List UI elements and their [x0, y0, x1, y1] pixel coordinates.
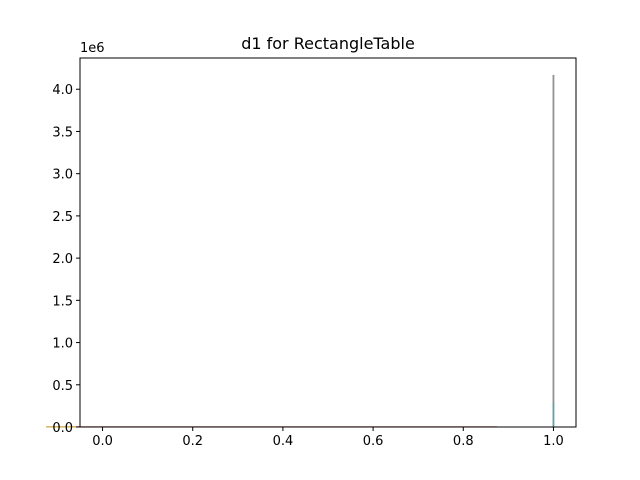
x-tick-label-5: 1.0: [543, 434, 564, 449]
y-tick-label-4: 2.0: [52, 252, 73, 267]
y-tick-label-7: 3.5: [52, 125, 73, 140]
y-offset-label: 1e6: [80, 41, 105, 56]
axes-frame: [79, 57, 577, 428]
y-tick-label-3: 1.5: [52, 294, 73, 309]
y-tick-label-2: 1.0: [52, 337, 73, 352]
x-tick-label-1: 0.2: [182, 434, 203, 449]
x-tick-label-2: 0.4: [273, 434, 294, 449]
x-tick-label-3: 0.6: [363, 434, 384, 449]
x-tick-label-4: 0.8: [453, 434, 474, 449]
x-tick-label-0: 0.0: [92, 434, 113, 449]
y-tick-label-6: 3.0: [52, 168, 73, 183]
y-tick-label-0: 0.0: [52, 421, 73, 436]
y-tick-label-8: 4.0: [52, 83, 73, 98]
chart-title: d1 for RectangleTable: [241, 34, 415, 53]
axes-group: 0.0 0.2 0.4 0.6 0.8 1.0 0.0 0.5 1.0 1.5 2.0 2.5 3.0 3…: [52, 57, 577, 449]
y-tick-label-1: 0.5: [52, 379, 73, 394]
bar-series-0-0: [552, 74, 555, 427]
bar-series-1-0: [552, 402, 555, 427]
y-tick-label-5: 2.5: [52, 210, 73, 225]
